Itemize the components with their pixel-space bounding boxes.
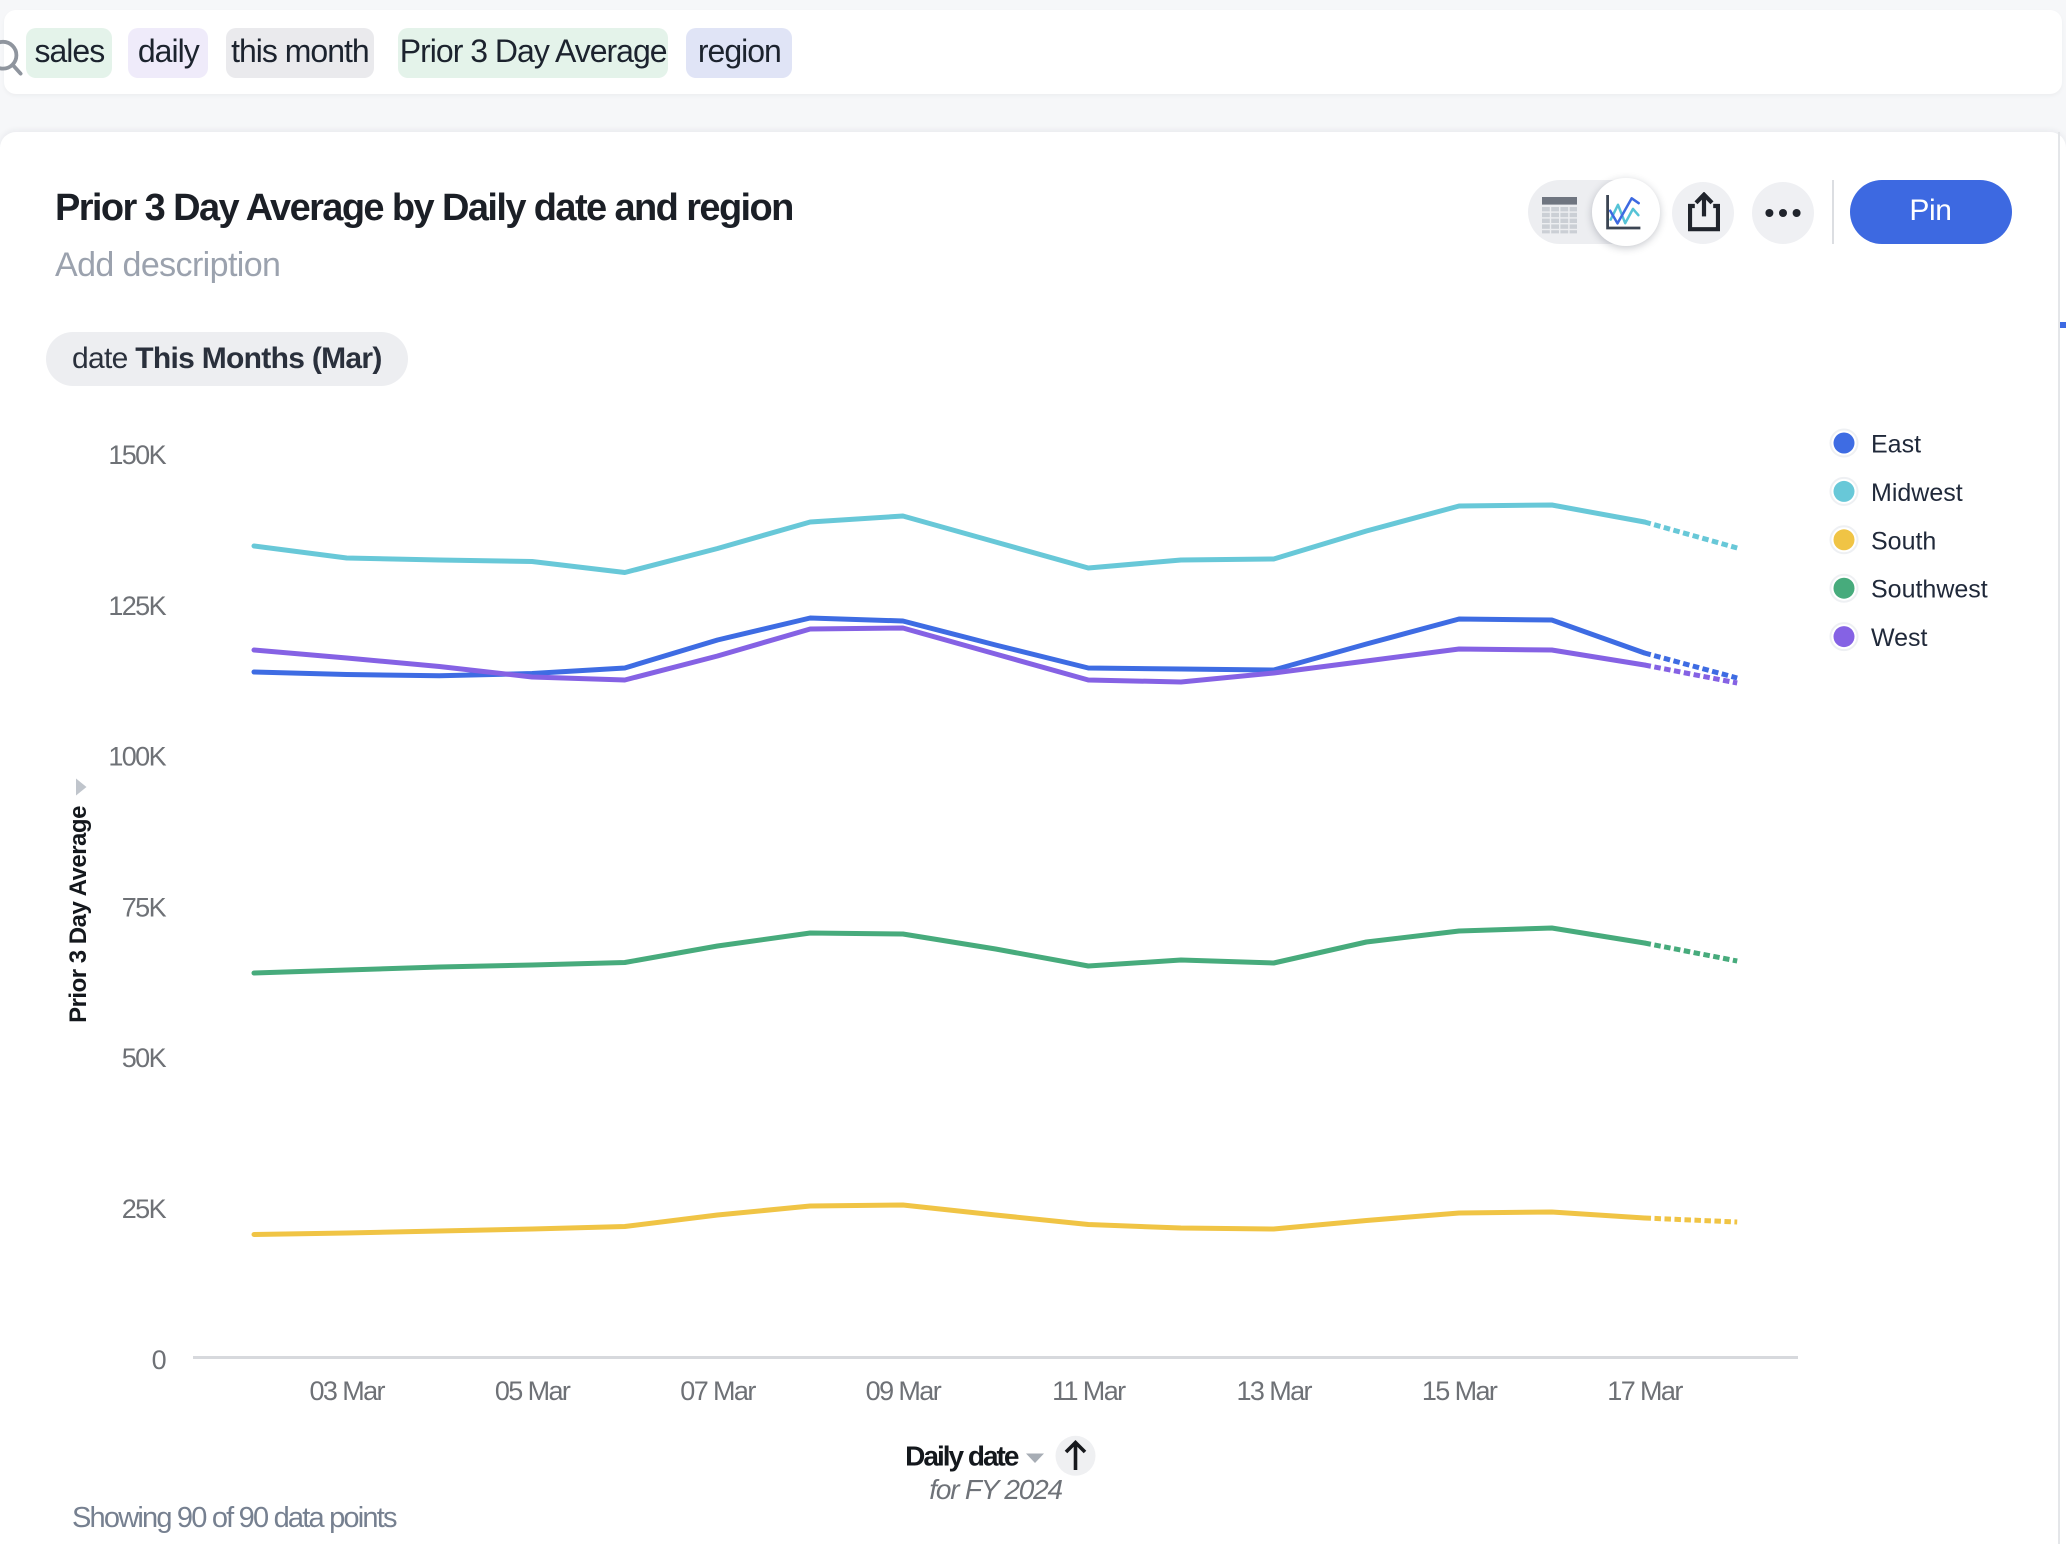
svg-text:25K: 25K: [122, 1194, 167, 1224]
svg-text:Midwest: Midwest: [1871, 479, 1963, 507]
svg-text:07 Mar: 07 Mar: [680, 1376, 756, 1406]
svg-text:50K: 50K: [122, 1043, 167, 1073]
svg-text:05 Mar: 05 Mar: [495, 1376, 571, 1406]
svg-text:East: East: [1871, 431, 1921, 459]
svg-text:03 Mar: 03 Mar: [309, 1376, 385, 1406]
svg-text:09 Mar: 09 Mar: [866, 1376, 942, 1406]
svg-text:150K: 150K: [108, 440, 166, 470]
svg-text:0: 0: [152, 1345, 166, 1375]
svg-text:Daily date: Daily date: [905, 1441, 1019, 1472]
svg-text:Showing 90 of 90 data points: Showing 90 of 90 data points: [72, 1502, 397, 1534]
svg-text:15 Mar: 15 Mar: [1422, 1376, 1498, 1406]
svg-text:Prior 3 Day Average: Prior 3 Day Average: [65, 806, 92, 1023]
svg-text:Southwest: Southwest: [1871, 576, 1988, 604]
svg-text:for FY 2024: for FY 2024: [929, 1474, 1062, 1505]
svg-text:75K: 75K: [122, 892, 167, 922]
svg-text:17 Mar: 17 Mar: [1607, 1376, 1683, 1406]
svg-text:125K: 125K: [108, 591, 166, 621]
svg-text:South: South: [1871, 527, 1936, 555]
svg-text:West: West: [1871, 624, 1928, 652]
svg-text:100K: 100K: [108, 742, 166, 772]
svg-text:11 Mar: 11 Mar: [1052, 1376, 1126, 1406]
svg-text:13 Mar: 13 Mar: [1236, 1376, 1312, 1406]
